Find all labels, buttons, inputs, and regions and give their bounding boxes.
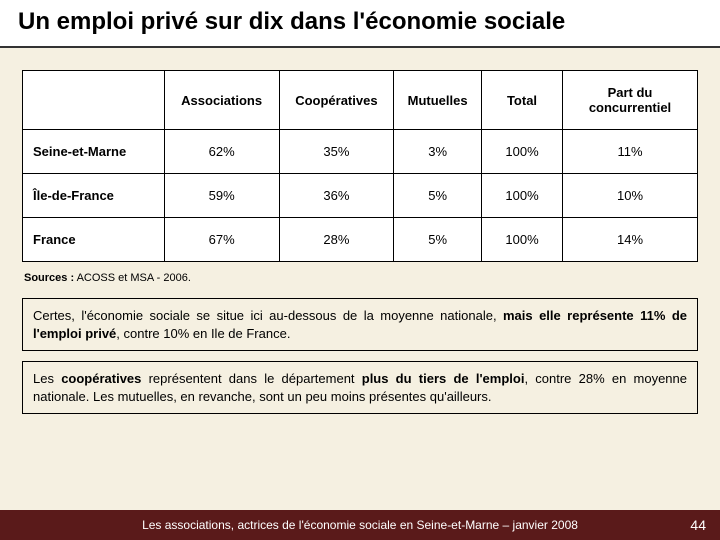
col-header-total: Total [482,71,563,130]
cell: 11% [563,130,698,174]
paragraph-box-1: Certes, l'économie sociale se situe ici … [22,298,698,351]
row-label: Île-de-France [23,174,165,218]
table-header-row: Associations Coopératives Mutuelles Tota… [23,71,698,130]
row-label: France [23,218,165,262]
col-header-associations: Associations [164,71,279,130]
cell: 14% [563,218,698,262]
cell: 100% [482,130,563,174]
cell: 100% [482,218,563,262]
sources-label: Sources : [24,272,74,284]
cell: 3% [394,130,482,174]
para2-bold2: plus du tiers de l'emploi [362,371,525,386]
para2-mid: représentent dans le département [141,371,361,386]
table-row: France 67% 28% 5% 100% 14% [23,218,698,262]
cell: 35% [279,130,394,174]
col-header-cooperatives: Coopératives [279,71,394,130]
cell: 5% [394,218,482,262]
para2-pre: Les [33,371,61,386]
cell: 62% [164,130,279,174]
row-label: Seine-et-Marne [23,130,165,174]
para2-bold1: coopératives [61,371,141,386]
col-header-part: Part du concurrentiel [563,71,698,130]
table-row: Seine-et-Marne 62% 35% 3% 100% 11% [23,130,698,174]
cell: 36% [279,174,394,218]
paragraph-box-2: Les coopératives représentent dans le dé… [22,361,698,414]
col-header-mutuelles: Mutuelles [394,71,482,130]
col-header-blank [23,71,165,130]
content-area: Associations Coopératives Mutuelles Tota… [0,48,720,414]
page-number: 44 [690,517,706,533]
cell: 5% [394,174,482,218]
para1-post: , contre 10% en Ile de France. [116,326,290,341]
title-bar: Un emploi privé sur dix dans l'économie … [0,0,720,48]
cell: 10% [563,174,698,218]
cell: 100% [482,174,563,218]
cell: 67% [164,218,279,262]
table-row: Île-de-France 59% 36% 5% 100% 10% [23,174,698,218]
sources-text: ACOSS et MSA - 2006. [74,272,191,284]
cell: 28% [279,218,394,262]
cell: 59% [164,174,279,218]
page-title: Un emploi privé sur dix dans l'économie … [18,8,702,36]
sources-line: Sources : ACOSS et MSA - 2006. [24,272,698,284]
para1-pre: Certes, l'économie sociale se situe ici … [33,308,503,323]
footer-bar: Les associations, actrices de l'économie… [0,510,720,540]
footer-text: Les associations, actrices de l'économie… [142,518,578,532]
data-table: Associations Coopératives Mutuelles Tota… [22,70,698,262]
